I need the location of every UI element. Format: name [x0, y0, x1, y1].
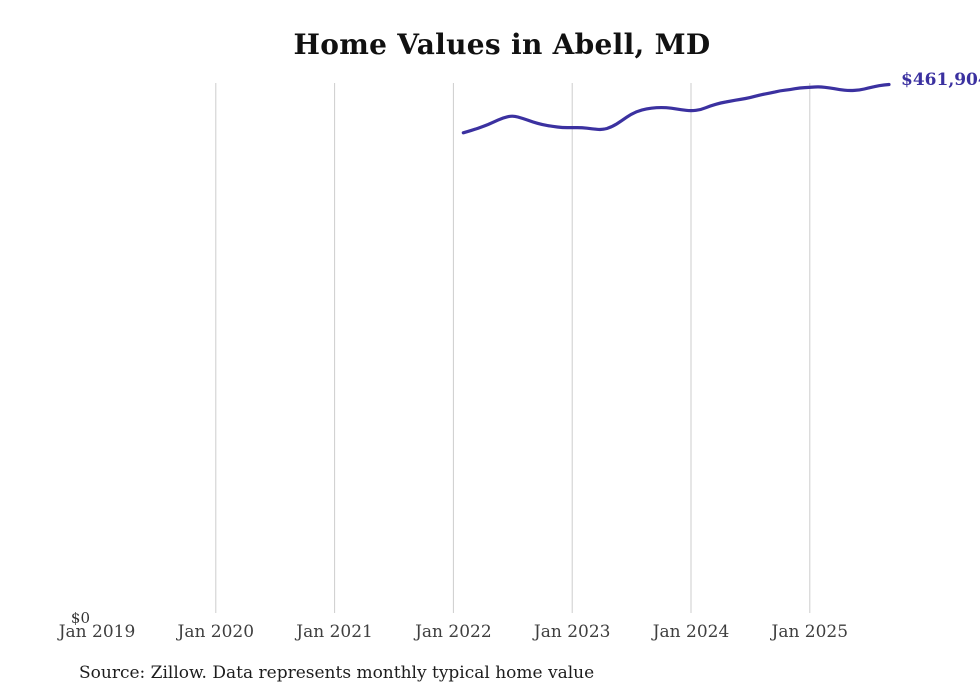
- y-axis-zero-label: $0: [70, 609, 90, 627]
- x-axis-tick-label: Jan 2020: [177, 622, 255, 642]
- home-value-series-line: [461, 82, 891, 135]
- x-axis-tick-label: Jan 2024: [652, 622, 730, 642]
- chart-title: Home Values in Abell, MD: [293, 28, 711, 61]
- source-note: Source: Zillow. Data represents monthly …: [79, 663, 595, 683]
- x-axis-tick-label: Jan 2021: [296, 622, 373, 642]
- x-axis-tick-label: Jan 2022: [415, 622, 492, 642]
- x-axis-tick-label: Jan 2023: [533, 622, 611, 642]
- x-axis-tick-label: Jan 2019: [58, 622, 136, 642]
- latest-value-label: $461,904: [901, 70, 980, 90]
- x-axis-tick-label: Jan 2025: [771, 622, 849, 642]
